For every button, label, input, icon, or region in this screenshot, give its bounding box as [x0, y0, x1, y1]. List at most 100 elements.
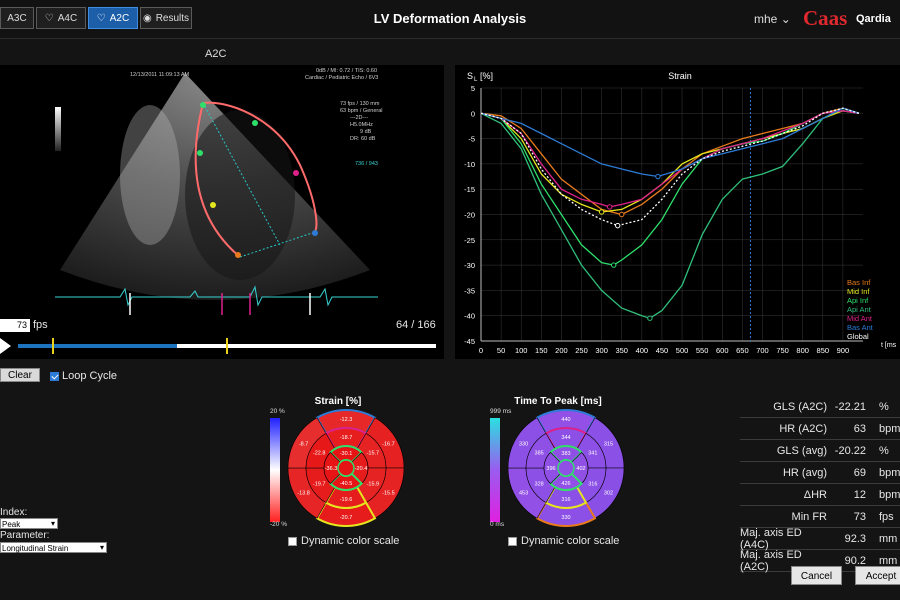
- peak-marker: [606, 204, 613, 210]
- series-line-api-ant: [480, 107, 860, 319]
- bullseye-segment-value: -20.4: [355, 466, 368, 472]
- metric-row: ΔHR 12 bpm: [740, 484, 900, 506]
- tab-results[interactable]: ◉ Results: [140, 7, 192, 29]
- fps-input[interactable]: 73: [0, 319, 30, 332]
- bullseye-segment-value: -22.8: [313, 451, 326, 457]
- peak-marker: [598, 209, 605, 215]
- metric-name: HR (avg): [782, 466, 827, 479]
- metric-row: GLS (avg) -20.22%: [740, 440, 900, 462]
- bullseye-segment-value: -13.8: [297, 491, 310, 497]
- y-tick-label: -45: [464, 337, 475, 346]
- ttp-bullseye-title: Time To Peak [ms]: [514, 396, 602, 407]
- y-tick-label: -30: [464, 261, 475, 270]
- strain-chart-panel: S L [%] Strain t [ms 0 50 100 150 200 250 300 3…: [455, 65, 900, 359]
- strain-color-scale: [270, 418, 280, 522]
- frame-slider[interactable]: [18, 338, 436, 354]
- legend-entry: Bas Inf: [847, 278, 871, 287]
- echo-image: [55, 73, 378, 315]
- x-tick-label: 600: [716, 346, 729, 355]
- tab-a4c[interactable]: ♡ A4C: [36, 7, 86, 29]
- metric-value: 63: [853, 422, 866, 435]
- metric-unit: bpm: [879, 422, 900, 435]
- bullseye-segment-value: 385: [535, 451, 544, 457]
- metric-unit: bpm: [879, 488, 900, 501]
- bullseye-segment-value: 315: [604, 442, 613, 448]
- bullseye-segment-value: -36.3: [325, 466, 338, 472]
- top-bar: A3C ♡ A4C ♡ A2C ◉ Results LV Deformation An…: [0, 0, 900, 39]
- y-tick-label: 0: [471, 109, 475, 118]
- x-tick-label: 50: [497, 346, 505, 355]
- metric-name: ΔHR: [803, 488, 827, 501]
- bullseye-apex[interactable]: [557, 459, 575, 477]
- metric-name: GLS (avg): [776, 444, 827, 457]
- bullseye-segment-value: -15.9: [367, 482, 380, 488]
- cancel-button[interactable]: Cancel: [791, 566, 842, 585]
- eye-icon: ◉: [142, 12, 152, 24]
- echo-param-1: 73 fps / 130 mm: [340, 101, 380, 107]
- frame-slider-progress: [18, 344, 177, 348]
- peak-marker: [655, 173, 661, 180]
- peak-marker: [619, 211, 625, 218]
- index-select[interactable]: Peak: [0, 518, 58, 529]
- y-tick-label: -35: [464, 286, 475, 295]
- loop-cycle-checkbox[interactable]: Loop Cycle: [50, 370, 117, 382]
- y-tick-label: -5: [468, 135, 475, 144]
- metric-value: 90.2: [844, 554, 866, 567]
- brand-logo: Caas: [803, 6, 848, 30]
- slider-marker-start[interactable]: [52, 338, 54, 354]
- chevron-down-icon: ⌄: [780, 12, 791, 26]
- checkbox-checked-icon[interactable]: [50, 371, 59, 381]
- play-icon[interactable]: [0, 338, 11, 354]
- heart-icon: ♡: [96, 12, 106, 24]
- bullseye-apex[interactable]: [337, 459, 355, 477]
- tab-a3c[interactable]: A3C: [0, 7, 34, 29]
- metric-unit: mm: [879, 554, 898, 567]
- fps-label: fps: [33, 319, 48, 331]
- legend-entry: Mid Ant: [847, 314, 873, 323]
- y-tick-label: -10: [464, 160, 475, 169]
- tab-a2c[interactable]: ♡ A2C: [88, 7, 138, 29]
- x-tick-label: 150: [535, 346, 548, 355]
- strain-scale-min: -20 %: [270, 521, 287, 528]
- chart-ylabel-sub: L: [474, 77, 478, 83]
- echo-param-2: 63 bpm / General: [340, 108, 383, 114]
- x-tick-label: 650: [736, 346, 749, 355]
- strain-bullseye[interactable]: -12.3 -16.7 -15.5 -20.7 -13.8 -8.7 -18.7 -15.7 -…: [286, 408, 406, 528]
- heart-icon: ♡: [44, 12, 54, 24]
- parameter-select[interactable]: Longitudinal Strain: [0, 542, 107, 553]
- x-tick-label: 750: [776, 346, 789, 355]
- echo-datetime: 12/13/2011 11:09:13 AM: [130, 72, 190, 78]
- metric-value: 92.3: [844, 532, 866, 545]
- bullseye-segment-value: -12.3: [340, 417, 353, 423]
- metric-row: HR (avg) 69 bpm: [740, 462, 900, 484]
- accept-button[interactable]: Accept: [855, 566, 900, 585]
- bullseye-segment-value: 330: [561, 515, 570, 521]
- ttp-scale-min: 0 ms: [490, 521, 505, 528]
- strain-dynamic-scale-checkbox[interactable]: Dynamic color scale: [288, 535, 399, 547]
- strain-chart: S L [%] Strain t [ms 0 50 100 150 200 250 300 3…: [464, 71, 897, 355]
- bullseye-segment-value: 341: [588, 451, 597, 457]
- slider-marker-end[interactable]: [226, 338, 228, 354]
- ttp-bullseye[interactable]: 440 315 302 330 453 330 344 341 316 316 328 385 383 4…: [506, 408, 626, 528]
- x-tick-label: 500: [676, 346, 689, 355]
- metric-unit: fps: [879, 510, 894, 523]
- ttp-dynamic-scale-checkbox[interactable]: Dynamic color scale: [508, 535, 619, 547]
- series-line-bas-ant: [480, 107, 860, 178]
- chart-ylabel: S: [467, 71, 473, 81]
- checkbox-unchecked-icon[interactable]: [288, 536, 297, 546]
- metric-row: HR (A2C) 63 bpm: [740, 418, 900, 440]
- user-menu[interactable]: mhe ⌄: [754, 12, 791, 26]
- echo-viewer[interactable]: 12/13/2011 11:09:13 AM 0dB / MI: 0.72 / …: [0, 65, 444, 359]
- peak-marker: [610, 262, 617, 268]
- lv-cavity: [185, 110, 295, 280]
- bullseye-segment-value: 383: [561, 451, 570, 457]
- checkbox-unchecked-icon[interactable]: [508, 536, 517, 546]
- clear-button[interactable]: Clear: [0, 368, 40, 382]
- metric-name: Maj. axis ED (A4C): [740, 526, 802, 551]
- brand-sub: Qardia: [856, 13, 891, 25]
- bullseye-segment-value: -15.5: [382, 491, 395, 497]
- metric-value: 73: [853, 510, 866, 523]
- series-line-mid-inf: [480, 110, 860, 213]
- metrics-table: GLS (A2C) -22.21% HR (A2C) 63 bpm GLS (avg) -2…: [740, 396, 900, 573]
- metric-name: Maj. axis ED (A2C): [740, 548, 802, 573]
